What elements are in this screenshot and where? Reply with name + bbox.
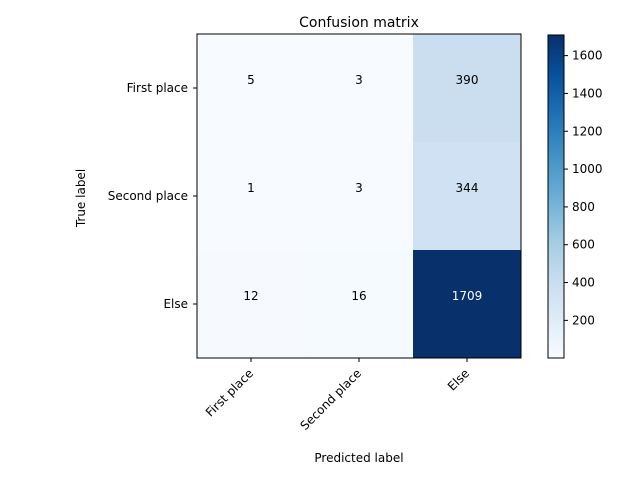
colorbar-tick-label: 1400 (572, 86, 603, 100)
heatmap-cells (197, 34, 521, 358)
y-axis-label: True label (74, 169, 88, 228)
x-tick-label: First place (203, 366, 256, 419)
y-tick-label: Else (163, 297, 188, 311)
cell-value-label: 1 (247, 181, 255, 195)
heatmap-cell (413, 34, 521, 142)
colorbar-tick-label: 800 (572, 200, 595, 214)
y-tick-label: First place (127, 81, 188, 95)
heatmap-cell (197, 34, 305, 142)
colorbar-tick-label: 200 (572, 313, 595, 327)
colorbar-tick-label: 1000 (572, 162, 603, 176)
x-tick-label: Second place (297, 366, 364, 433)
cell-value-label: 12 (243, 289, 258, 303)
cell-value-label: 5 (247, 73, 255, 87)
cell-value-label: 3 (355, 181, 363, 195)
x-axis-ticks: First place Second place Else (203, 358, 472, 433)
colorbar-tick-label: 1200 (572, 124, 603, 138)
cell-value-label: 3 (355, 73, 363, 87)
colorbar-tick-label: 400 (572, 276, 595, 290)
x-tick-label: Else (445, 366, 472, 393)
y-tick-label: Second place (108, 189, 188, 203)
colorbar-ticks: 200 400 600 800 1000 1200 1400 1600 (564, 49, 603, 327)
cell-value-label: 1709 (452, 289, 483, 303)
chart-title: Confusion matrix (299, 15, 419, 31)
y-axis-ticks: First place Second place Else (108, 81, 197, 311)
colorbar-tick-label: 600 (572, 238, 595, 252)
heatmap-cell (197, 142, 305, 250)
heatmap-cell (413, 250, 521, 358)
heatmap-cell (197, 250, 305, 358)
colorbar (547, 34, 565, 359)
cell-value-labels: 5 3 390 1 3 344 12 16 1709 (243, 73, 482, 303)
heatmap-cell (413, 142, 521, 250)
cell-value-label: 390 (456, 73, 479, 87)
cell-value-label: 16 (351, 289, 366, 303)
cell-value-label: 344 (456, 181, 479, 195)
x-axis-label: Predicted label (314, 451, 403, 465)
heatmap-cell (305, 142, 413, 250)
heatmap-cell (305, 34, 413, 142)
colorbar-tick-label: 1600 (572, 49, 603, 63)
heatmap-cell (305, 250, 413, 358)
